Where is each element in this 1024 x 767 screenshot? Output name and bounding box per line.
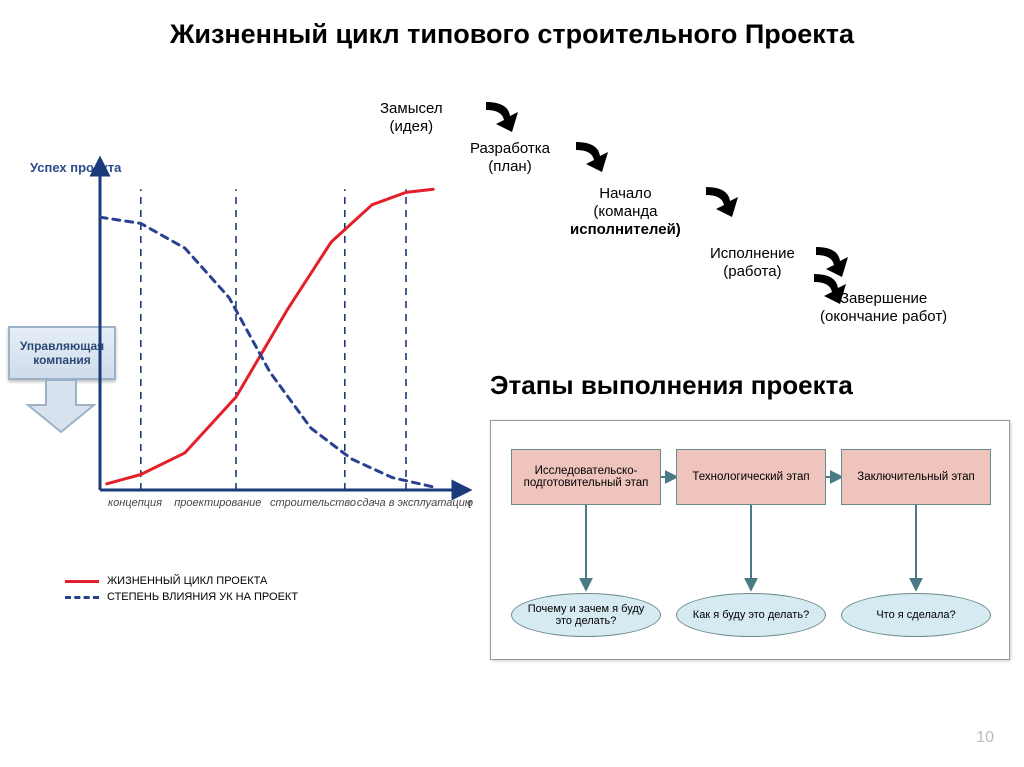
slide-number: 10	[976, 729, 994, 747]
flow-panel: Исследовательско-подготовительный этап Те…	[490, 420, 1010, 660]
stair-label: Начало(командаисполнителей)	[570, 185, 681, 239]
stages-title: Этапы выполнения проекта	[490, 370, 1010, 401]
lifecycle-chart: концепция проектирование строительствосдач…	[28, 140, 488, 580]
stair-arrow-icon	[808, 270, 858, 310]
legend-item: ЖИЗНЕННЫЙ ЦИКЛ ПРОЕКТА	[65, 575, 298, 587]
stair-label: Исполнение(работа)	[710, 245, 795, 281]
svg-text:проектирование: проектирование	[174, 497, 261, 509]
stage-box-1: Технологический этап	[676, 449, 826, 505]
legend-swatch	[65, 580, 99, 583]
stair-arrow-icon	[570, 138, 620, 178]
svg-text:концепция: концепция	[108, 497, 162, 509]
legend-swatch	[65, 596, 99, 599]
stage-box-0: Исследовательско-подготовительный этап	[511, 449, 661, 505]
stair-step-0: Замысел(идея)	[380, 100, 443, 136]
question-ellipse-2: Что я сделала?	[841, 593, 991, 637]
legend-label: СТЕПЕНЬ ВЛИЯНИЯ УК НА ПРОЕКТ	[107, 591, 298, 603]
legend-label: ЖИЗНЕННЫЙ ЦИКЛ ПРОЕКТА	[107, 575, 267, 587]
stair-step-3: Исполнение(работа)	[710, 245, 795, 281]
stair-arrow-icon	[480, 98, 530, 138]
svg-text:строительство: строительство	[270, 497, 356, 509]
legend-item: СТЕПЕНЬ ВЛИЯНИЯ УК НА ПРОЕКТ	[65, 591, 298, 603]
page-title: Жизненный цикл типового строительного Пр…	[0, 18, 1024, 52]
chart-legend: ЖИЗНЕННЫЙ ЦИКЛ ПРОЕКТА СТЕПЕНЬ ВЛИЯНИЯ УК…	[65, 575, 298, 607]
svg-text:сдача в эксплуатацию: сдача в эксплуатацию	[357, 497, 473, 509]
question-ellipse-1: Как я буду это делать?	[676, 593, 826, 637]
question-ellipse-0: Почему и зачем я буду это делать?	[511, 593, 661, 637]
stair-step-2: Начало(командаисполнителей)	[570, 185, 681, 239]
stair-label: Замысел(идея)	[380, 100, 443, 136]
stage-box-2: Заключительный этап	[841, 449, 991, 505]
stair-arrow-icon	[700, 183, 750, 223]
